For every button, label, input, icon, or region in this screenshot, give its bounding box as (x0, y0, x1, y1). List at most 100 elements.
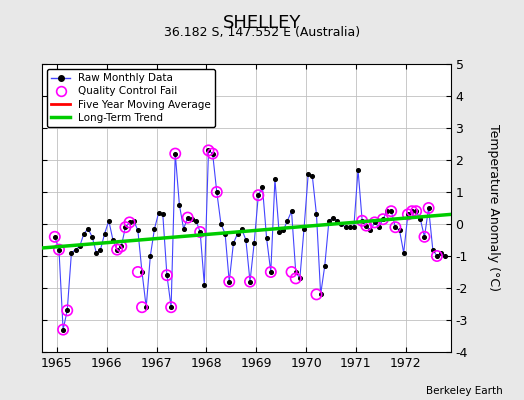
Point (291, 275, 300, 282)
Point (213, 189, 221, 195)
Point (279, 227, 288, 234)
Point (242, 237, 250, 243)
Point (192, 218, 200, 224)
Point (67, 250, 75, 256)
Point (63, 307, 71, 314)
Point (209, 150, 217, 157)
Point (138, 269, 146, 275)
Point (196, 229, 204, 235)
Point (246, 278, 254, 285)
Point (358, 218, 366, 224)
Point (395, 227, 403, 234)
Point (105, 218, 113, 224)
Point (412, 208, 420, 214)
Point (209, 150, 217, 157)
Point (420, 234, 429, 240)
Point (129, 218, 138, 224)
Point (383, 208, 391, 214)
Point (125, 219, 134, 226)
Point (113, 246, 121, 253)
Point (75, 243, 84, 250)
Point (387, 208, 396, 214)
Point (121, 224, 129, 230)
Point (159, 211, 167, 218)
Point (283, 218, 291, 224)
Point (433, 253, 441, 259)
Point (179, 226, 188, 232)
Point (312, 291, 321, 298)
Point (55, 246, 63, 253)
Point (101, 230, 109, 237)
Point (250, 240, 258, 246)
Point (88, 234, 96, 240)
Point (204, 147, 213, 154)
Point (113, 246, 121, 253)
Point (316, 291, 325, 298)
Point (362, 222, 370, 229)
Point (321, 262, 329, 269)
Point (204, 147, 213, 154)
Point (350, 224, 358, 230)
Point (304, 171, 312, 178)
Point (138, 304, 146, 310)
Point (333, 218, 342, 224)
Point (221, 230, 230, 237)
Point (142, 304, 150, 310)
Point (171, 150, 179, 157)
Point (312, 211, 321, 218)
Point (308, 173, 316, 179)
Point (391, 224, 400, 230)
Point (225, 278, 233, 285)
Point (325, 218, 333, 224)
Point (125, 219, 134, 226)
Point (163, 272, 171, 278)
Point (370, 219, 379, 226)
Point (117, 243, 125, 250)
Point (287, 269, 296, 275)
Point (183, 214, 192, 221)
Point (399, 250, 408, 256)
Point (408, 208, 416, 214)
Point (134, 269, 142, 275)
Point (341, 224, 350, 230)
Point (437, 250, 445, 256)
Point (370, 219, 379, 226)
Point (200, 282, 209, 288)
Point (92, 250, 101, 256)
Point (271, 176, 279, 182)
Point (408, 208, 416, 214)
Point (225, 278, 233, 285)
Point (403, 211, 412, 218)
Point (441, 253, 450, 259)
Point (84, 226, 92, 232)
Point (424, 205, 433, 211)
Text: SHELLEY: SHELLEY (223, 14, 301, 32)
Point (109, 237, 117, 243)
Point (391, 224, 400, 230)
Point (59, 326, 67, 333)
Point (375, 224, 383, 230)
Point (291, 269, 300, 275)
Point (155, 210, 163, 216)
Point (296, 275, 304, 282)
Point (233, 230, 242, 237)
Point (379, 216, 387, 222)
Point (267, 269, 275, 275)
Point (196, 229, 204, 235)
Point (217, 221, 225, 227)
Point (237, 226, 246, 232)
Point (121, 224, 129, 230)
Point (51, 234, 59, 240)
Point (117, 243, 125, 250)
Point (258, 184, 267, 190)
Text: Berkeley Earth: Berkeley Earth (427, 386, 503, 396)
Point (416, 216, 424, 222)
Point (354, 166, 362, 173)
Point (345, 224, 354, 230)
Point (358, 218, 366, 224)
Point (229, 240, 237, 246)
Point (267, 269, 275, 275)
Point (337, 221, 345, 227)
Point (134, 227, 142, 234)
Point (424, 205, 433, 211)
